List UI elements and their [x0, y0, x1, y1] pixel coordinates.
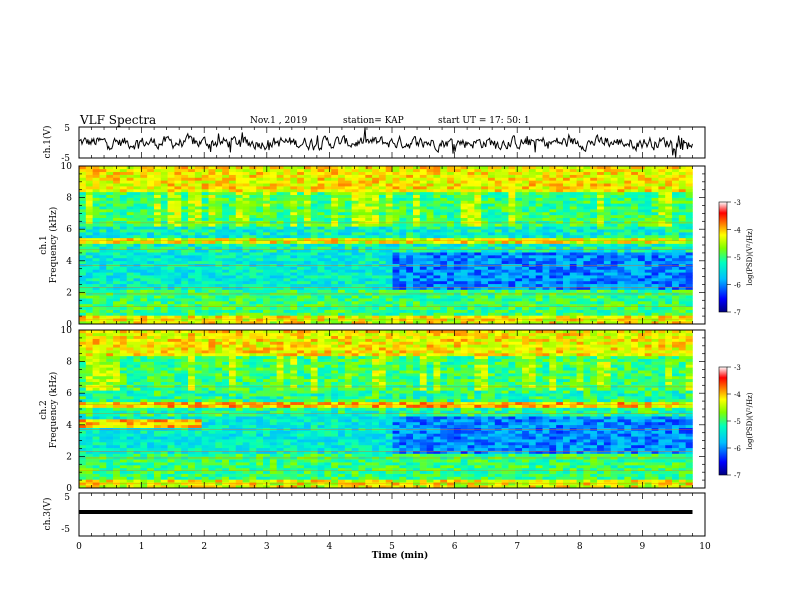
waveform-ch1-xticks: [78, 127, 706, 158]
spectrogram-ch1-ytick-label: 10: [61, 162, 73, 172]
spectrogram-ch2-ytick-label: 10: [61, 326, 73, 336]
spectrogram-ch1-ylabel: Frequency (kHz): [48, 207, 59, 284]
waveform-ch1-panel: 5 -5 ch.1(V): [42, 124, 706, 164]
time-tick-label: 8: [577, 542, 583, 552]
colorbar-ch1-tick-label: -6: [734, 282, 741, 290]
waveform-ch1-ytick-top: 5: [64, 124, 70, 134]
colorbar-ch2-tick-label: -6: [734, 445, 741, 453]
time-tick-label: 0: [76, 542, 82, 552]
colorbar-ch2-tick-label: -3: [734, 364, 741, 372]
time-tick-label: 7: [514, 542, 520, 552]
spectrogram-ch1-xticks: [78, 166, 706, 324]
spectrogram-ch2-ytick-label: 2: [66, 452, 72, 462]
spectrogram-ch2-ytick-label: 6: [66, 389, 72, 399]
time-axis-label: Time (min): [372, 550, 429, 561]
spectrogram-ch1-ytick-label: 6: [66, 225, 72, 235]
waveform-ch3-trace: [79, 510, 693, 514]
spectrogram-ch2-image: [79, 330, 693, 489]
spectrogram-ch2-ytick-label: 4: [66, 421, 72, 431]
spectrogram-ch2-ytick-label: 0: [66, 484, 72, 494]
time-tick-label: 10: [699, 542, 711, 552]
waveform-ch3-frame: [78, 492, 706, 537]
time-tick-label: 4: [327, 542, 333, 552]
spectrogram-ch2-yticks: 0 2 4 6 8 10: [61, 326, 705, 494]
spectrogram-ch1-ytick-label: 0: [66, 320, 72, 330]
spectrogram-ch1-image: [79, 166, 693, 325]
colorbar-ch1-tick-label: -5: [734, 254, 741, 262]
colorbar-ch1-scale: [718, 201, 728, 313]
header-date: Nov.1 , 2019: [250, 116, 308, 126]
spectrogram-ch2-ytick-label: 8: [66, 358, 72, 368]
spectrogram-ch2-xticks: [78, 330, 706, 488]
colorbar-ch2-tick-label: -5: [734, 418, 741, 426]
colorbar-ch2-tick-label: -7: [734, 472, 741, 480]
spectrogram-ch1-ylabel-channel: ch.1: [39, 235, 49, 254]
waveform-ch1-trace: [78, 127, 693, 158]
colorbar-ch2: -3 -4 -5 -6 -7 log(PSD)(V²/Hz): [718, 364, 754, 480]
colorbar-ch1-tick-label: -7: [734, 309, 741, 317]
colorbar-ch1-tick-label: -3: [734, 199, 741, 207]
time-tick-label: 5: [389, 542, 395, 552]
figure-title: VLF Spectra: [80, 113, 157, 127]
colorbar-ch1: -3 -4 -5 -6 -7 log(PSD)(V²/Hz): [718, 199, 754, 317]
time-tick-label: 6: [452, 542, 458, 552]
time-tick-label: 1: [139, 542, 145, 552]
time-axis-tick-labels: 0 1 2 3 4 5 6 7 8 9 10: [76, 542, 711, 552]
waveform-ch1-ytick-bottom: -5: [61, 154, 70, 164]
colorbar-ch2-label: log(PSD)(V²/Hz): [746, 392, 754, 449]
waveform-ch3-xticks: [78, 493, 706, 536]
spectrogram-ch2-ylabel-channel: ch.2: [39, 400, 49, 419]
spectrogram-ch1-ytick-label: 4: [66, 257, 72, 267]
time-tick-label: 9: [640, 542, 646, 552]
spectrogram-ch1-ytick-label: 8: [66, 194, 72, 204]
waveform-ch3-ylabel: ch.3(V): [42, 498, 53, 531]
waveform-ch3-panel: 5 -5 ch.3(V): [42, 492, 706, 537]
spectrogram-ch1-yticks: 0 2 4 6 8 10: [61, 162, 705, 330]
colorbar-ch1-tick-label: -4: [734, 227, 741, 235]
waveform-ch3-ytick-bottom: -5: [61, 525, 70, 535]
spectrogram-ch2-ylabel: Frequency (kHz): [48, 372, 59, 449]
colorbar-ch2-scale: [718, 366, 728, 476]
spectrogram-ch2-panel: 0 2 4 6 8 10 ch.2 Frequency (kHz): [39, 326, 706, 494]
spectrogram-ch1-ytick-label: 2: [66, 288, 72, 298]
header-station: station= KAP: [343, 116, 404, 126]
waveform-ch1-ylabel: ch.1(V): [42, 126, 53, 159]
header-start-time: start UT = 17: 50: 1: [438, 116, 530, 126]
waveform-ch3-ytick-top: 5: [64, 493, 70, 503]
time-tick-label: 2: [201, 542, 207, 552]
time-tick-label: 3: [264, 542, 270, 552]
spectrogram-ch1-panel: 0 2 4 6 8 10 ch.1 Frequency (kHz): [39, 162, 706, 330]
colorbar-ch2-tick-label: -4: [734, 391, 741, 399]
colorbar-ch1-label: log(PSD)(V²/Hz): [746, 228, 754, 285]
